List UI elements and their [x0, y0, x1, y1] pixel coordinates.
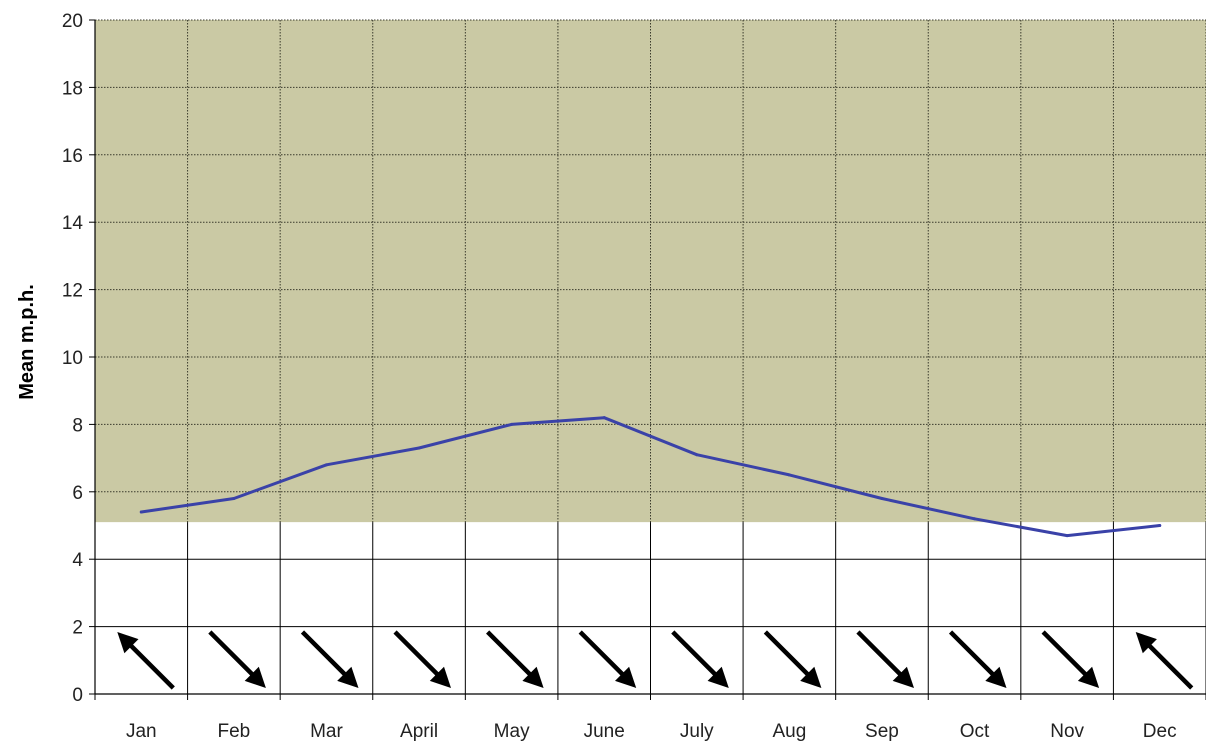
data-point: [232, 497, 235, 500]
data-point: [325, 463, 328, 466]
data-point: [788, 473, 791, 476]
y-tick-label: 18: [62, 78, 83, 99]
y-tick-label: 0: [72, 685, 83, 706]
y-tick-label: 6: [72, 483, 83, 504]
y-tick-labels: 0 2 4 6 8 10 12 14 16 18 20: [62, 11, 95, 706]
x-tick-label: Mar: [310, 721, 343, 742]
y-tick-label: 12: [62, 281, 83, 302]
data-point: [695, 453, 698, 456]
data-point: [1066, 534, 1069, 537]
y-tick-label: 14: [62, 213, 84, 234]
y-tick-label: 16: [62, 146, 83, 167]
data-point: [880, 497, 883, 500]
data-point: [973, 517, 976, 520]
x-tick-label: April: [400, 721, 438, 742]
data-point: [1158, 524, 1161, 527]
y-tick-label: 4: [72, 550, 83, 571]
x-tick-label: Nov: [1050, 721, 1084, 742]
data-point: [140, 511, 143, 514]
x-tick-label: Aug: [772, 721, 806, 742]
y-tick-label: 20: [62, 11, 83, 32]
y-tick-label: 10: [62, 348, 83, 369]
x-tick-labels: Jan Feb Mar April May June July Aug Sep Oct Nov Dec: [95, 694, 1206, 742]
x-tick-label: Jan: [126, 721, 157, 742]
x-tick-label: Oct: [960, 721, 990, 742]
x-tick-label: Sep: [865, 721, 899, 742]
y-axis-title: Mean m.p.h.: [16, 284, 38, 400]
x-tick-label: June: [584, 721, 625, 742]
x-tick-label: May: [494, 721, 530, 742]
x-tick-label: July: [680, 721, 714, 742]
data-point: [603, 416, 606, 419]
y-tick-label: 2: [72, 618, 83, 639]
data-point: [418, 446, 421, 449]
data-point: [510, 423, 513, 426]
y-tick-label: 8: [72, 415, 83, 436]
x-tick-label: Feb: [218, 721, 251, 742]
x-tick-label: Dec: [1143, 721, 1177, 742]
